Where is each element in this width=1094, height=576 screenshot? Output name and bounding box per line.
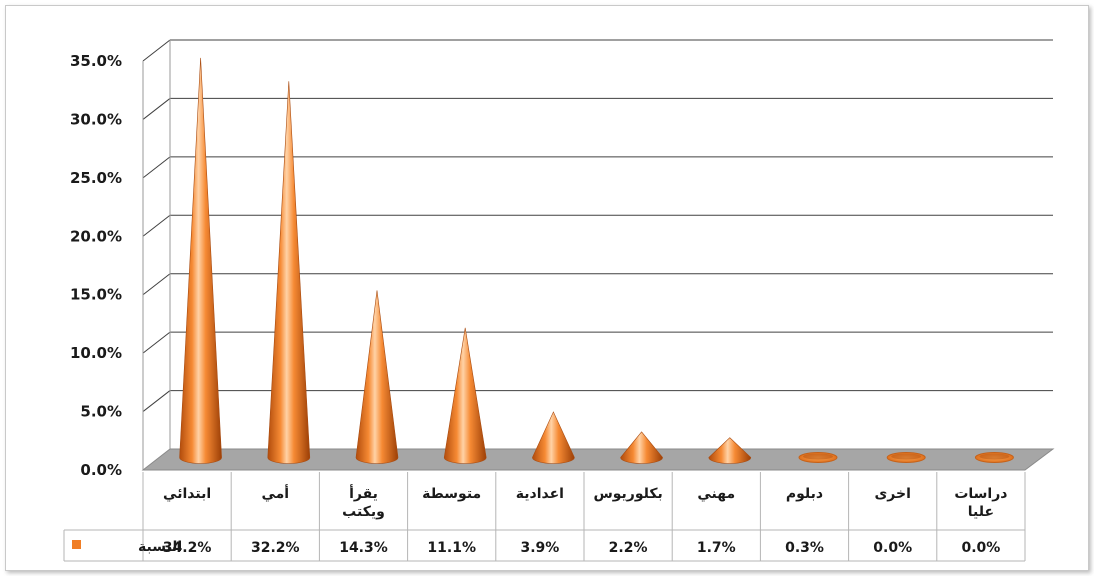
cone-bar [444, 328, 486, 464]
cone-body [180, 58, 222, 464]
data-label: 32.2% [251, 540, 300, 556]
cone-bar [268, 81, 310, 463]
cone-bar [799, 453, 837, 463]
gridline-side [143, 332, 170, 353]
cone-base-shadow [891, 454, 921, 460]
legend-swatch [72, 540, 81, 549]
data-series [180, 58, 1014, 464]
cone-bar [975, 453, 1013, 463]
y-tick-label: 5.0% [80, 403, 122, 421]
data-label: 3.9% [520, 540, 559, 556]
data-label: 1.7% [697, 540, 736, 556]
x-tick-label: اخرى [874, 486, 910, 502]
x-tick-label: مهني [697, 486, 735, 502]
x-tick-label: أمي [261, 484, 289, 502]
legend-label: النسبة [138, 539, 182, 555]
cone-body [532, 412, 574, 464]
cone-bar [887, 453, 925, 463]
data-label: 14.3% [339, 540, 388, 556]
cone-bar [180, 58, 222, 464]
x-tick-label: اعدادية [516, 486, 564, 502]
y-tick-label: 10.0% [70, 344, 122, 362]
cone-bar [356, 290, 398, 463]
gridline-side [143, 157, 170, 178]
cone-base-shadow [803, 454, 833, 460]
y-tick-label: 15.0% [70, 286, 122, 304]
cone-body [356, 290, 398, 463]
x-tick-label: متوسطة [422, 486, 481, 502]
cone-base-shadow [979, 454, 1009, 460]
data-label: 0.0% [961, 540, 1000, 556]
gridline-side [143, 215, 170, 236]
data-label: 11.1% [427, 540, 476, 556]
y-tick-label: 35.0% [70, 52, 122, 70]
cone-body [444, 328, 486, 464]
gridline-side [143, 40, 170, 61]
cone-bar [532, 412, 574, 464]
y-tick-label: 25.0% [70, 169, 122, 187]
y-axis-ticks: 0.0% 5.0% 10.0% 15.0% 20.0% 25.0% 30.0% 35.0% [70, 52, 122, 479]
data-label: 2.2% [609, 540, 648, 556]
data-label: 0.0% [873, 540, 912, 556]
y-tick-label: 0.0% [80, 461, 122, 479]
x-tick-label: بكلوريوس [593, 486, 662, 502]
x-tick-label: دراسات عليا [954, 486, 1007, 520]
x-tick-label: ابتدائي [163, 486, 211, 502]
gridline-side [143, 391, 170, 412]
data-label: 0.3% [785, 540, 824, 556]
cone-bar [621, 432, 663, 464]
x-tick-label: دبلوم [786, 486, 823, 502]
y-tick-label: 30.0% [70, 110, 122, 128]
data-table: ابتدائي أمي يقرأ ويكتب متوسطة اعدادية بكلوريوس… [64, 472, 1025, 561]
x-tick-label: يقرأ ويكتب [342, 484, 385, 520]
gridline-side [143, 274, 170, 295]
gridline-side [143, 98, 170, 119]
cone-body [621, 432, 663, 464]
y-tick-label: 20.0% [70, 227, 122, 245]
cone-body [268, 81, 310, 463]
